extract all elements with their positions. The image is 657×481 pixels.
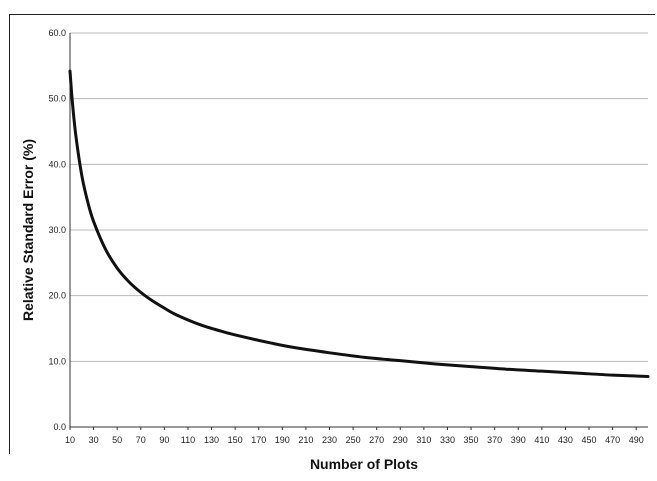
y-tick-label: 20.0 [48, 291, 66, 301]
series-line [68, 69, 650, 378]
x-tick-label: 290 [393, 435, 408, 445]
x-tick-label: 390 [511, 435, 526, 445]
x-tick-label: 310 [416, 435, 431, 445]
x-tick-label: 250 [346, 435, 361, 445]
x-tick-label: 50 [112, 435, 122, 445]
x-tick-labels: 10 30 50 70 90 110 130 150 170 190 210 230 250 270 290… [65, 427, 644, 445]
x-tick-label: 370 [487, 435, 502, 445]
x-tick-label: 90 [159, 435, 169, 445]
x-tick-label: 410 [534, 435, 549, 445]
y-tick-label: 10.0 [48, 356, 66, 366]
x-tick-label: 170 [251, 435, 266, 445]
x-tick-label: 270 [369, 435, 384, 445]
x-tick-label: 70 [136, 435, 146, 445]
y-tick-label: 40.0 [48, 159, 66, 169]
x-tick-label: 130 [204, 435, 219, 445]
x-tick-label: 110 [181, 435, 195, 445]
x-tick-label: 330 [440, 435, 455, 445]
series-layer [68, 69, 650, 378]
y-tick-labels: 0.0 10.0 20.0 30.0 40.0 50.0 60.0 [48, 28, 66, 432]
x-tick-label: 450 [582, 435, 597, 445]
x-tick-label: 190 [275, 435, 290, 445]
axes [69, 33, 648, 428]
x-tick-label: 150 [228, 435, 243, 445]
x-tick-label: 430 [558, 435, 573, 445]
x-tick-label: 470 [605, 435, 620, 445]
y-tick-label: 30.0 [48, 225, 66, 235]
y-tick-label: 50.0 [48, 94, 66, 104]
x-tick-label: 30 [89, 435, 99, 445]
y-axis-title: Relative Standard Error (%) [20, 139, 36, 321]
x-tick-label: 10 [65, 435, 75, 445]
x-axis-title: Number of Plots [310, 456, 418, 472]
x-tick-label: 210 [298, 435, 313, 445]
y-tick-label: 60.0 [48, 28, 66, 38]
x-tick-label: 490 [629, 435, 644, 445]
grid-lines [70, 32, 648, 362]
y-tick-label: 0.0 [53, 422, 66, 432]
chart-frame [9, 14, 655, 454]
x-tick-label: 230 [322, 435, 337, 445]
x-tick-label: 350 [464, 435, 479, 445]
